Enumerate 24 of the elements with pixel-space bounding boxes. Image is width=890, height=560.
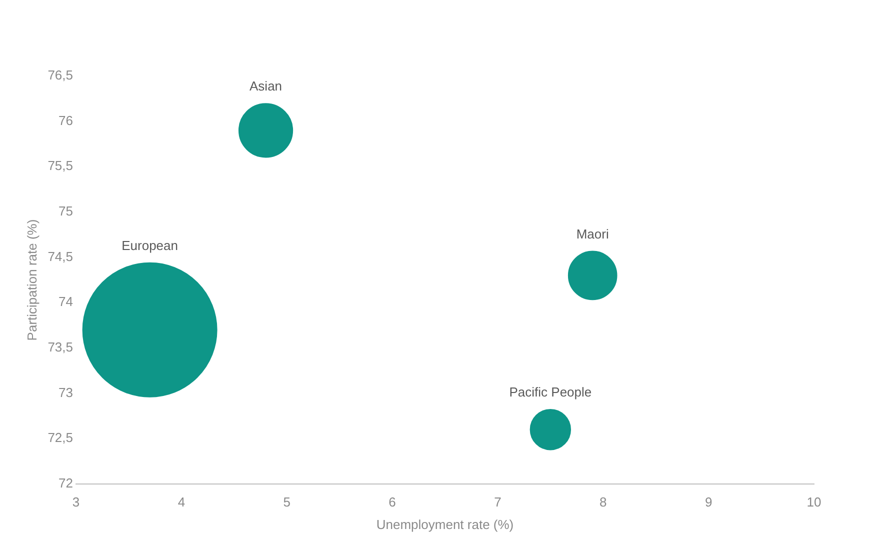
y-tick-label: 76 bbox=[58, 112, 73, 128]
series-label: Maori bbox=[576, 226, 609, 242]
y-tick-label: 75,5 bbox=[48, 158, 73, 174]
y-tick-label: 76,5 bbox=[48, 68, 73, 83]
series-label: Asian bbox=[250, 78, 282, 94]
y-axis-title: Participation rate (%) bbox=[24, 219, 40, 341]
y-tick-label: 73,5 bbox=[48, 340, 73, 355]
x-tick-label: 8 bbox=[600, 494, 607, 510]
x-tick-label: 6 bbox=[388, 494, 396, 510]
y-tick-label: 74 bbox=[58, 294, 73, 310]
y-tick-label: 72 bbox=[58, 476, 73, 491]
series-label: Pacific People bbox=[509, 384, 592, 400]
y-tick-label: 75 bbox=[58, 204, 73, 219]
y-tick-label: 74,5 bbox=[48, 248, 73, 264]
x-tick-label: 3 bbox=[72, 494, 80, 510]
x-tick-label: 4 bbox=[178, 494, 186, 510]
y-tick-label: 72,5 bbox=[48, 430, 73, 446]
x-tick-label: 7 bbox=[494, 494, 502, 510]
x-tick-label: 9 bbox=[704, 494, 712, 510]
x-axis-title: Unemployment rate (%) bbox=[376, 516, 514, 532]
series-label: European bbox=[122, 238, 178, 253]
x-tick-label: 5 bbox=[283, 494, 290, 510]
y-tick-label: 73 bbox=[58, 384, 73, 400]
x-tick-label: 10 bbox=[806, 494, 822, 510]
